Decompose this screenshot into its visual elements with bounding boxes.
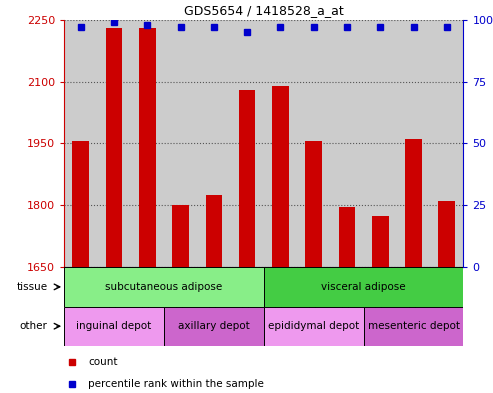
Bar xyxy=(197,20,231,267)
Bar xyxy=(164,20,197,267)
Text: count: count xyxy=(88,357,117,367)
Bar xyxy=(139,28,156,267)
Bar xyxy=(430,20,463,267)
Bar xyxy=(330,20,363,267)
Text: subcutaneous adipose: subcutaneous adipose xyxy=(106,282,222,292)
Text: percentile rank within the sample: percentile rank within the sample xyxy=(88,378,264,389)
Bar xyxy=(239,90,255,267)
Bar xyxy=(264,20,297,267)
Text: inguinal depot: inguinal depot xyxy=(76,321,152,331)
Bar xyxy=(305,141,322,267)
Bar xyxy=(231,20,264,267)
Text: axillary depot: axillary depot xyxy=(178,321,250,331)
Bar xyxy=(438,201,455,267)
Bar xyxy=(297,20,330,267)
Bar xyxy=(106,28,122,267)
Text: other: other xyxy=(20,321,47,331)
Bar xyxy=(131,20,164,267)
Bar xyxy=(405,139,422,267)
Bar xyxy=(272,86,289,267)
Bar xyxy=(172,205,189,267)
Bar xyxy=(164,307,264,346)
Bar xyxy=(364,20,397,267)
Bar xyxy=(397,20,430,267)
Bar xyxy=(264,267,463,307)
Text: epididymal depot: epididymal depot xyxy=(268,321,359,331)
Bar xyxy=(364,307,463,346)
Bar xyxy=(339,208,355,267)
Bar xyxy=(72,141,89,267)
Bar xyxy=(64,307,164,346)
Bar xyxy=(264,307,363,346)
Title: GDS5654 / 1418528_a_at: GDS5654 / 1418528_a_at xyxy=(184,4,344,17)
Bar xyxy=(206,195,222,267)
Bar xyxy=(64,20,98,267)
Text: tissue: tissue xyxy=(16,282,47,292)
Bar xyxy=(372,216,388,267)
Text: visceral adipose: visceral adipose xyxy=(321,282,406,292)
Bar xyxy=(98,20,131,267)
Bar xyxy=(64,267,264,307)
Text: mesenteric depot: mesenteric depot xyxy=(367,321,459,331)
